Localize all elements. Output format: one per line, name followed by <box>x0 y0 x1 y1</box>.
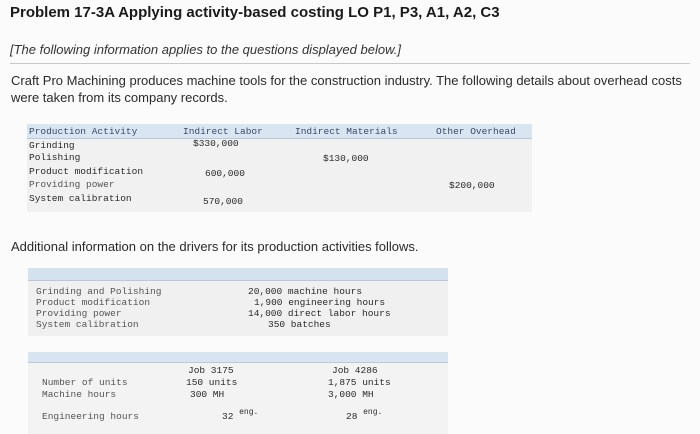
table-row-activity: Product modification <box>36 297 151 308</box>
table-cell-job1: 150 units <box>186 377 238 388</box>
table-cell-driver: 14,000 direct labor hours <box>248 308 391 319</box>
table-row-activity: Grinding and Polishing <box>36 286 162 297</box>
problem-subtitle: [The following information applies to th… <box>10 42 401 57</box>
table-cell-materials: $130,000 <box>323 153 369 164</box>
table-cell-labor: 570,000 <box>203 196 243 207</box>
job-3175-header: Job 3175 <box>188 365 234 376</box>
drivers-table: Grinding and Polishing 20,000 machine ho… <box>28 268 448 336</box>
eng-unit-job1: eng. <box>239 408 259 417</box>
table-cell-driver: 20,000 machine hours <box>248 286 363 297</box>
table-cell-job1: 300 MH <box>190 389 225 400</box>
table-row-activity: System calibration <box>36 319 139 330</box>
jobs-table-header <box>28 352 448 363</box>
table-cell-job2: 1,875 units <box>328 377 391 388</box>
table-row-activity: Grinding <box>29 140 75 151</box>
col-header-other-overhead: Other Overhead <box>436 126 516 137</box>
table-row-label: Machine hours <box>42 389 117 400</box>
job-4286-header: Job 4286 <box>332 365 378 376</box>
table-row-activity: Providing power <box>29 179 115 190</box>
eng-unit-job2: eng. <box>363 408 383 417</box>
table-row-activity: System calibration <box>29 193 132 204</box>
table-cell-labor: $330,000 <box>193 138 239 149</box>
table-row-activity: Product modification <box>29 166 144 177</box>
divider <box>10 63 690 64</box>
table-cell-other: $200,000 <box>449 180 495 191</box>
table-row-label: Engineering hours <box>42 411 139 422</box>
table-cell-job1: 32 eng. <box>222 408 259 422</box>
intro-paragraph: Craft Pro Machining produces machine too… <box>11 73 682 105</box>
table-row-label: Number of units <box>42 377 128 388</box>
table-cell-driver: 1,900 engineering hours <box>254 297 386 308</box>
problem-title: Problem 17-3A Applying activity-based co… <box>10 4 500 21</box>
col-header-indirect-materials: Indirect Materials <box>295 126 398 137</box>
drivers-table-header <box>28 268 448 281</box>
eng-hours-job2: 28 <box>346 411 358 422</box>
eng-hours-job1: 32 <box>222 411 234 422</box>
additional-info-text: Additional information on the drivers fo… <box>11 239 419 254</box>
table-row-activity: Polishing <box>29 152 81 163</box>
table-cell-job2: 28 eng. <box>346 408 383 422</box>
table-cell-driver: 350 batches <box>268 319 331 330</box>
overhead-table: Production Activity Indirect Labor Indir… <box>27 124 532 212</box>
table-cell-job2: 3,000 MH <box>328 389 374 400</box>
col-header-indirect-labor: Indirect Labor <box>183 126 263 137</box>
overhead-table-header <box>27 124 532 139</box>
jobs-table: Job 3175 Job 4286 Number of units 150 un… <box>28 352 448 434</box>
table-row-activity: Providing power <box>36 308 122 319</box>
table-cell-labor: 600,000 <box>205 168 245 179</box>
col-header-activity: Production Activity <box>29 126 138 137</box>
